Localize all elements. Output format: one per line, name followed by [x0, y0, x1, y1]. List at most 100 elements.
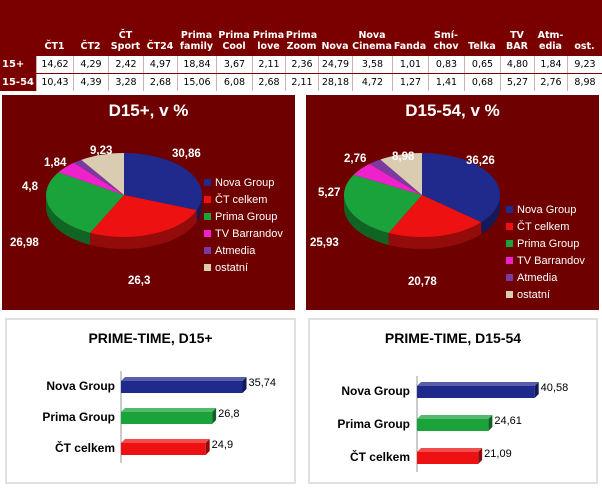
table-cell: 4,80: [500, 56, 534, 73]
bar-category-label: Nova Group: [46, 379, 115, 393]
bar-chart-prime-time-d15-54: PRIME-TIME, D15-54 Nova Group 40,58 Prima …: [308, 318, 598, 484]
table-cell: 1,01: [392, 56, 428, 73]
pie-value-label: 9,23: [90, 145, 113, 157]
table-cell: 28,18: [318, 74, 352, 91]
table-cell: 2,11: [252, 56, 285, 73]
legend-swatch: [204, 229, 211, 237]
pie-legend: Nova Group ČT celkem Prima Group TV Barrand…: [204, 175, 283, 277]
pie-slice-side: [388, 222, 482, 249]
table-column-header: ost.: [574, 41, 595, 52]
bar-value-label: 21,09: [484, 448, 512, 460]
pie-slice-side: [481, 195, 500, 235]
legend-label: Prima Group: [215, 211, 278, 223]
legend-label: ostatní: [517, 289, 551, 301]
pie-slice-ostatni: [380, 153, 422, 195]
bar-nova: [417, 382, 539, 398]
table-cell: 2,42: [108, 56, 143, 73]
table-row-label: 15-54: [0, 74, 36, 91]
pie-slice-nova: [422, 153, 500, 223]
pie-chart-title: D15+, v %: [108, 101, 189, 120]
bar-category-label: ČT celkem: [54, 441, 115, 455]
table-cell: 2,36: [285, 56, 318, 73]
bar-prima: [121, 408, 217, 424]
table-cell: 3,58: [352, 56, 392, 73]
pie-value-label: 5,27: [318, 187, 341, 199]
legend-label: ČT celkem: [215, 194, 268, 206]
pie-chart-d15plus: D15+, v % 30,86 26,3 26,98 4,8 1,84 9,23 Nova …: [2, 95, 295, 310]
legend-swatch: [204, 178, 211, 186]
pie-legend: Nova Group ČT celkem Prima Group TV Barrand…: [506, 202, 585, 304]
bar-category-label: Nova Group: [341, 384, 410, 398]
pie-slice-barrandov: [353, 163, 422, 195]
table-cell: 15,06: [177, 74, 216, 91]
table-column-header: Nova: [321, 41, 349, 52]
legend-swatch: [506, 239, 513, 247]
legend-swatch: [204, 263, 211, 271]
pie-value-label: 30,86: [172, 148, 201, 160]
pie-slice-barrandov: [58, 162, 124, 195]
table-column-header: Prima Cool: [218, 30, 250, 52]
legend-item: Nova Group: [204, 175, 283, 192]
legend-swatch: [204, 195, 211, 203]
legend-label: ČT celkem: [517, 221, 570, 233]
table-column-header: Prima love: [252, 30, 285, 52]
table-column-header: Nova Cinema: [352, 30, 392, 52]
legend-item: ČT celkem: [506, 219, 585, 236]
pie-slice-atmedia: [369, 159, 422, 195]
bar-category-label: Prima Group: [337, 417, 410, 431]
pie-value-label: 36,26: [466, 155, 495, 167]
pie-value-label: 4,8: [22, 181, 38, 193]
pie-slice-prima: [46, 172, 124, 233]
pie-chart-title: D15-54, v %: [405, 101, 500, 120]
legend-label: Prima Group: [517, 238, 580, 250]
table-column-header: Atm- edia: [537, 30, 564, 52]
legend-item: ostatní: [204, 260, 283, 277]
table-row: 15+ 14,62 4,29 2,42 4,97 18,84 3,67 2,11 2,36 24,…: [0, 55, 602, 73]
legend-item: ČT celkem: [204, 192, 283, 209]
table-cell: 0,68: [464, 74, 500, 91]
table-column-header: Prima Zoom: [285, 30, 318, 52]
legend-swatch: [204, 246, 211, 254]
table-column-header: ČT24: [146, 41, 174, 52]
pie-slice-ostatni: [81, 153, 124, 195]
pie-value-label: 20,78: [408, 276, 437, 288]
legend-item: Atmedia: [204, 243, 283, 260]
table-cell: 9,23: [567, 56, 602, 73]
pie-value-label: 1,84: [44, 157, 67, 169]
pie-value-label: 8,98: [392, 151, 415, 163]
legend-label: TV Barrandov: [215, 228, 283, 240]
legend-item: TV Barrandov: [506, 253, 585, 270]
table-column-header: ČT Sport: [110, 30, 141, 52]
channel-share-table: ČT1 ČT2 ČT Sport ČT24 Prima family Prima Cool…: [0, 0, 602, 91]
table-cell: 14,62: [36, 56, 73, 73]
pie-slice-ct: [388, 195, 482, 238]
table-cell: 1,41: [428, 74, 464, 91]
table-column-header: Fanda: [393, 41, 427, 52]
bar-value-label: 40,58: [540, 382, 569, 394]
legend-item: TV Barrandov: [204, 226, 283, 243]
table-cell: 1,27: [392, 74, 428, 91]
table-cell: 2,68: [252, 74, 285, 91]
bar-value-label: 24,9: [211, 439, 234, 451]
pie-value-label: 25,93: [310, 237, 339, 249]
legend-item: Prima Group: [506, 236, 585, 253]
legend-swatch: [506, 273, 513, 281]
legend-swatch: [506, 290, 513, 298]
bar-value-label: 26,8: [218, 408, 240, 420]
table-cell: 4,29: [73, 56, 108, 73]
legend-item: Prima Group: [204, 209, 283, 226]
table-header-row: ČT1 ČT2 ČT Sport ČT24 Prima family Prima Cool…: [0, 0, 602, 55]
table-cell: 3,28: [108, 74, 143, 91]
table-cell: 1,84: [534, 56, 567, 73]
bar-ct: [417, 448, 483, 464]
table-column-header: ČT2: [80, 41, 101, 52]
table-cell: 24,79: [318, 56, 352, 73]
pie-svg: [344, 153, 500, 249]
pie-slice-side: [90, 210, 197, 249]
legend-label: Atmedia: [517, 272, 558, 284]
bar-svg: [120, 371, 247, 463]
table-cell: 0,83: [428, 56, 464, 73]
table-column-header: ČT1: [44, 41, 65, 52]
table-cell: 2,68: [143, 74, 177, 91]
table-cell: 0,65: [464, 56, 500, 73]
